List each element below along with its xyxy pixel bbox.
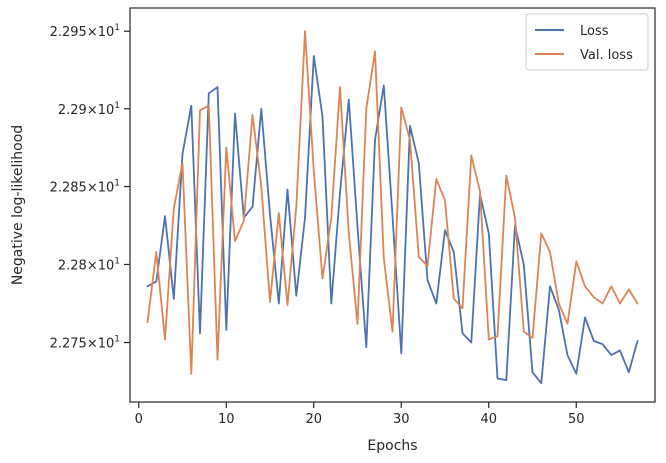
series-line-loss xyxy=(146,55,639,385)
y-tick-multiply-sign: × xyxy=(87,103,98,118)
y-tick-mantissa: 2.295 xyxy=(50,25,87,40)
x-tick-label: 20 xyxy=(305,412,322,427)
y-tick-multiply-sign: × xyxy=(87,181,98,196)
y-axis-title: Negative log-likelihood xyxy=(10,125,26,285)
legend: Loss Val. loss xyxy=(525,13,649,71)
y-tick-exponent: 1 xyxy=(114,101,120,111)
lines-layer xyxy=(146,30,639,385)
legend-box xyxy=(525,13,649,71)
legend-label-val-loss: Val. loss xyxy=(580,48,633,63)
y-tick-mantissa: 2.28 xyxy=(58,258,87,273)
y-tick-base: 10 xyxy=(98,337,115,352)
y-tick-mantissa: 2.29 xyxy=(58,103,87,118)
y-tick-mantissa: 2.275 xyxy=(50,337,87,352)
x-tick-label: 40 xyxy=(480,412,497,427)
legend-label-loss: Loss xyxy=(580,24,609,39)
y-tick-exponent: 1 xyxy=(114,256,120,266)
x-tick-label: 50 xyxy=(568,412,585,427)
y-tick-base: 10 xyxy=(98,181,115,196)
x-tick-label: 10 xyxy=(218,412,235,427)
y-tick-exponent: 1 xyxy=(114,335,120,345)
y-tick-multiply-sign: × xyxy=(87,258,98,273)
y-tick-label: 2.295×101 xyxy=(50,23,120,40)
y-tick-multiply-sign: × xyxy=(87,25,98,40)
y-tick-base: 10 xyxy=(98,25,115,40)
y-tick-label: 2.29×101 xyxy=(58,101,120,118)
y-tick-exponent: 1 xyxy=(114,179,120,189)
y-tick-label: 2.285×101 xyxy=(50,179,120,196)
x-tick-label: 0 xyxy=(135,412,143,427)
y-tick-multiply-sign: × xyxy=(87,337,98,352)
y-tick-exponent: 1 xyxy=(114,23,120,33)
y-tick-base: 10 xyxy=(98,258,115,273)
plot-frame xyxy=(129,7,656,403)
y-tick-label: 2.275×101 xyxy=(50,335,120,352)
y-tick-base: 10 xyxy=(98,103,115,118)
y-tick-label: 2.28×101 xyxy=(58,256,120,273)
x-axis-title: Epochs xyxy=(367,438,417,454)
tick-layer: 0 10 20 30 40 502.275×1012.28×1012.285×1012.2… xyxy=(50,23,585,427)
series-line-val-loss xyxy=(146,30,639,375)
x-tick-label: 30 xyxy=(393,412,410,427)
y-tick-mantissa: 2.285 xyxy=(50,181,87,196)
